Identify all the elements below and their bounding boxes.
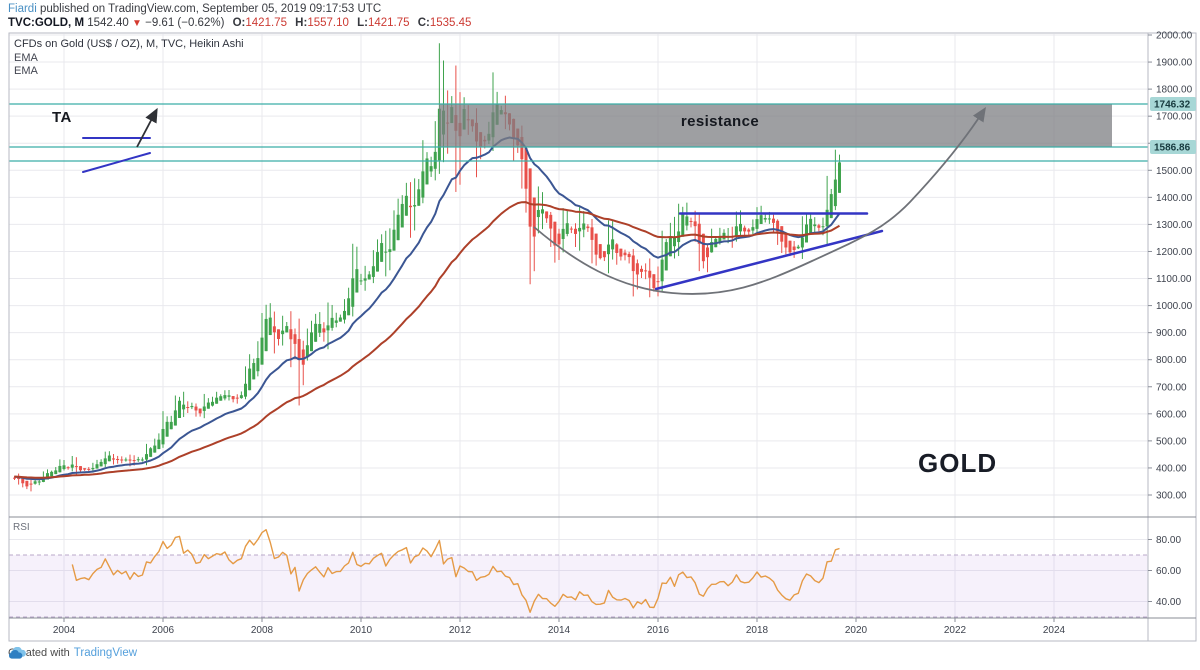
- svg-text:900.00: 900.00: [1156, 328, 1187, 339]
- svg-text:2020: 2020: [845, 625, 868, 636]
- publish-text: published on TradingView.com, September …: [36, 3, 382, 15]
- low-label: L:: [357, 17, 368, 29]
- svg-text:1900.00: 1900.00: [1156, 58, 1193, 69]
- svg-text:1500.00: 1500.00: [1156, 166, 1193, 177]
- high-label: H:: [295, 17, 308, 29]
- time-axis[interactable]: [9, 618, 1148, 641]
- high-value: 1557.10: [307, 17, 349, 29]
- chart-drawings[interactable]: [9, 103, 1148, 295]
- svg-text:2022: 2022: [944, 625, 967, 636]
- resistance-zone-label: resistance: [680, 113, 760, 130]
- svg-text:80.00: 80.00: [1156, 535, 1181, 546]
- author-name[interactable]: Fiardi: [8, 3, 37, 15]
- svg-text:1700.00: 1700.00: [1156, 112, 1193, 123]
- svg-text:300.00: 300.00: [1156, 491, 1187, 502]
- svg-text:2010: 2010: [350, 625, 373, 636]
- svg-text:400.00: 400.00: [1156, 463, 1187, 474]
- svg-text:1000.00: 1000.00: [1156, 301, 1193, 312]
- svg-text:1586.86: 1586.86: [1154, 143, 1191, 154]
- gold-watermark: GOLD: [918, 448, 998, 478]
- tradingview-cloud-icon: [8, 647, 26, 659]
- legend-ema-2[interactable]: EMA: [14, 65, 38, 77]
- svg-text:40.00: 40.00: [1156, 597, 1181, 608]
- svg-text:600.00: 600.00: [1156, 409, 1187, 420]
- svg-text:2016: 2016: [647, 625, 670, 636]
- svg-text:1800.00: 1800.00: [1156, 85, 1193, 96]
- symbol-line: TVC:GOLD, M 1542.40 ▼ −9.61 (−0.62%) O:1…: [8, 17, 471, 29]
- close-label: C:: [417, 17, 430, 29]
- last-price: 1542.40: [87, 17, 129, 29]
- svg-text:2018: 2018: [746, 625, 769, 636]
- rsi-band: [9, 554, 1148, 618]
- svg-text:2012: 2012: [449, 625, 472, 636]
- ta-arrow[interactable]: [136, 107, 158, 148]
- price-axis[interactable]: [1148, 33, 1196, 618]
- svg-text:1200.00: 1200.00: [1156, 247, 1193, 258]
- ta-annotation-label: TA: [52, 109, 72, 126]
- svg-text:2014: 2014: [548, 625, 571, 636]
- legend-title[interactable]: CFDs on Gold (US$ / OZ), M, TVC, Heikin …: [14, 38, 244, 50]
- svg-text:700.00: 700.00: [1156, 382, 1187, 393]
- svg-text:1746.32: 1746.32: [1154, 100, 1191, 111]
- low-value: 1421.75: [367, 17, 410, 29]
- change-value: −9.61 (−0.62%): [145, 17, 225, 29]
- chart-legend: CFDs on Gold (US$ / OZ), M, TVC, Heikin …: [14, 38, 244, 79]
- svg-text:2000.00: 2000.00: [1156, 31, 1193, 42]
- svg-text:2024: 2024: [1043, 625, 1066, 636]
- svg-text:500.00: 500.00: [1156, 436, 1187, 447]
- svg-text:2006: 2006: [152, 625, 175, 636]
- axis-labels: 300.00 400.00 500.00 600.00 700.00 800.00 900.…: [53, 31, 1196, 636]
- rsi-line: [71, 529, 840, 613]
- resistance-zone[interactable]: [439, 104, 1112, 147]
- symbol-label[interactable]: TVC:GOLD, M: [8, 17, 85, 29]
- rsi-pane-label[interactable]: RSI: [13, 522, 30, 533]
- svg-text:1300.00: 1300.00: [1156, 220, 1193, 231]
- svg-text:1100.00: 1100.00: [1156, 274, 1192, 285]
- tradingview-brand-text[interactable]: TradingView: [73, 647, 138, 659]
- close-value: 1535.45: [429, 17, 472, 29]
- open-label: O:: [232, 17, 246, 29]
- svg-text:2004: 2004: [53, 625, 76, 636]
- open-value: 1421.75: [245, 17, 287, 29]
- footer: Created with TradingView: [8, 647, 137, 659]
- svg-text:1400.00: 1400.00: [1156, 193, 1193, 204]
- publish-line: Fiardi published on TradingView.com, Sep…: [8, 3, 381, 15]
- svg-text:2008: 2008: [251, 625, 274, 636]
- svg-text:800.00: 800.00: [1156, 355, 1187, 366]
- down-triangle-icon: ▼: [132, 18, 142, 29]
- legend-ema-1[interactable]: EMA: [14, 51, 38, 64]
- svg-text:60.00: 60.00: [1156, 566, 1181, 577]
- trendline[interactable]: [654, 229, 884, 291]
- cup-projection-arrow[interactable]: [533, 106, 986, 295]
- trendline[interactable]: [82, 152, 151, 173]
